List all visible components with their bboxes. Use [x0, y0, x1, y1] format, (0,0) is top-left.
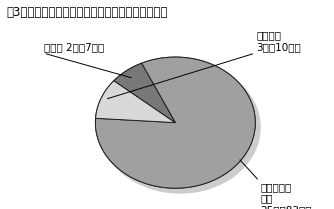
Ellipse shape [100, 62, 260, 193]
Text: 図3　療養病床の廃止・削減で一般病床への影響は: 図3 療養病床の廃止・削減で一般病床への影響は [7, 6, 168, 19]
PathPatch shape [96, 81, 175, 123]
Text: 問題なし
3件（10％）: 問題なし 3件（10％） [256, 31, 301, 52]
Text: 新規受入に
影響
25件（83％）: 新規受入に 影響 25件（83％） [260, 182, 312, 209]
PathPatch shape [96, 57, 255, 188]
Text: 無回答 2件（7％）: 無回答 2件（7％） [44, 42, 105, 52]
PathPatch shape [96, 81, 175, 123]
PathPatch shape [114, 63, 175, 123]
PathPatch shape [96, 57, 255, 188]
PathPatch shape [114, 63, 175, 123]
